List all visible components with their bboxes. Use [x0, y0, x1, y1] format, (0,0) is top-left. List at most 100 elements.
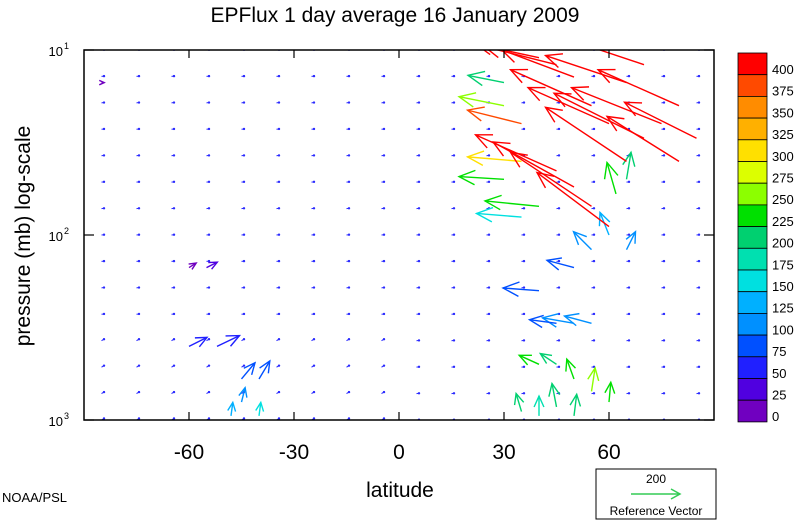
vector-arrow [626, 259, 631, 263]
vector-arrow [626, 339, 631, 342]
vector-arrow [241, 312, 246, 316]
colorbar: 4003753503253002752502252001751501251007… [737, 52, 794, 424]
vector-arrow [521, 392, 526, 395]
vector-arrow [381, 154, 386, 157]
vector-arrow [188, 336, 209, 348]
vector-arrow [346, 259, 351, 263]
vector-arrow [136, 312, 141, 316]
vector-arrow [661, 74, 666, 78]
reference-vector-magnitude: 200 [646, 472, 666, 486]
vector-arrow [538, 352, 557, 365]
vector-arrow [227, 400, 237, 416]
vector-arrow [98, 79, 106, 86]
colorbar-label: 150 [772, 279, 794, 294]
colorbar-swatch [737, 378, 768, 401]
reference-vector-label: Reference Vector [610, 504, 703, 518]
vector-arrow [346, 312, 351, 316]
vector-arrow [696, 127, 701, 131]
y-axis-label: pressure (mb) log-scale [12, 126, 35, 347]
vector-arrow [451, 180, 456, 184]
vector-arrow [587, 366, 600, 392]
vector-arrow [521, 127, 526, 131]
vector-arrow [696, 74, 701, 78]
vector-arrow [136, 127, 141, 131]
vector-arrow [206, 364, 211, 368]
vector-arrow [626, 233, 631, 236]
vector-arrow [346, 127, 351, 131]
vector-arrow [486, 392, 491, 395]
vector-arrow [696, 154, 701, 157]
vector-arrow [311, 74, 316, 78]
vector-arrow [346, 390, 351, 395]
vector-arrow [626, 365, 631, 369]
vector-arrow [241, 127, 246, 131]
colorbar-swatch [737, 117, 768, 141]
vector-arrow [556, 233, 561, 236]
vector-arrow [626, 74, 631, 78]
vector-arrow [241, 180, 246, 184]
vector-arrow [451, 207, 456, 210]
vector-arrow [171, 127, 176, 131]
vector-arrow [311, 101, 316, 104]
vector-arrow [238, 386, 248, 403]
vector-arrow [241, 286, 246, 289]
vector-arrow [486, 339, 491, 342]
reference-arrow-icon [631, 488, 682, 500]
colorbar-label: 200 [772, 236, 794, 251]
vector-arrow [544, 106, 627, 162]
vector-arrow [521, 365, 526, 369]
vector-arrow [381, 338, 386, 342]
vector-arrow [171, 74, 176, 78]
vector-arrow [346, 154, 351, 157]
vector-arrow [416, 127, 421, 131]
vector-arrow [101, 312, 106, 316]
vector-arrow [216, 334, 242, 348]
colorbar-swatch [737, 247, 768, 271]
vector-arrow [311, 312, 316, 316]
vector-arrow [276, 390, 281, 395]
vector-arrow [696, 365, 701, 369]
vector-arrow [136, 338, 141, 342]
vector-arrow [605, 115, 680, 162]
vector-arrow [241, 207, 246, 210]
vector-arrow [486, 365, 491, 369]
vector-arrow [206, 390, 211, 395]
vector-arrow [533, 394, 545, 416]
vector-arrow [311, 154, 316, 157]
vector-arrow [276, 180, 281, 184]
vector-arrow [416, 233, 421, 236]
vector-arrow [276, 286, 281, 289]
vector-arrow [381, 390, 386, 395]
vector-arrow [622, 101, 697, 139]
vector-arrow [521, 233, 526, 236]
vector-arrow [482, 50, 540, 59]
vector-arrow [457, 92, 505, 108]
x-axis-label: latitude [366, 479, 434, 502]
vector-arrow [101, 74, 106, 78]
vector-arrow [451, 101, 456, 104]
vector-arrow [591, 154, 596, 157]
vector-arrow [661, 286, 666, 289]
vector-arrow [206, 259, 211, 263]
vector-arrow [206, 233, 211, 236]
vector-arrow [591, 392, 596, 395]
vector-arrow [346, 286, 351, 289]
vector-arrow [311, 207, 316, 210]
vector-arrow [276, 233, 281, 236]
vector-arrow [188, 262, 198, 270]
vector-arrow [171, 312, 176, 316]
colorbar-swatch [737, 226, 768, 249]
vector-arrow [206, 180, 211, 184]
vector-arrow [465, 106, 522, 125]
vector-arrow [501, 281, 540, 297]
vector-arrow [509, 151, 592, 207]
vector-arrow [241, 74, 246, 78]
vector-arrow [591, 312, 596, 316]
colorbar-label: 50 [772, 366, 786, 381]
vector-arrow [625, 230, 637, 250]
vector-arrow [346, 101, 351, 104]
vector-arrow [276, 154, 281, 157]
colorbar-swatch [737, 399, 768, 423]
x-tick-label: 60 [597, 441, 620, 464]
colorbar-label: 400 [772, 62, 794, 77]
